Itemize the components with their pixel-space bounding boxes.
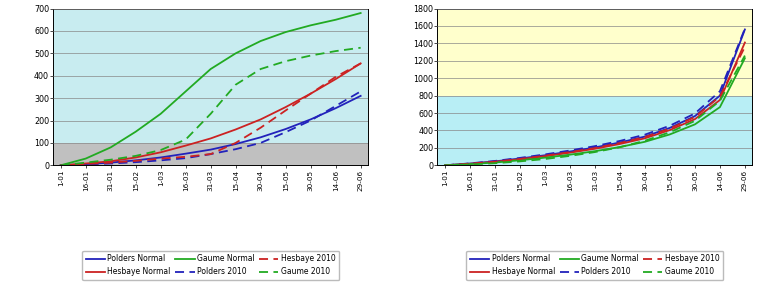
Legend: Polders Normal, Hesbaye Normal, Gaume Normal, Polders 2010, Hesbaye 2010, Gaume : Polders Normal, Hesbaye Normal, Gaume No… [467, 251, 724, 280]
Bar [53, 143, 368, 165]
Legend: Polders Normal, Hesbaye Normal, Gaume Normal, Polders 2010, Hesbaye 2010, Gaume : Polders Normal, Hesbaye Normal, Gaume No… [82, 251, 339, 280]
Bar [438, 96, 752, 165]
